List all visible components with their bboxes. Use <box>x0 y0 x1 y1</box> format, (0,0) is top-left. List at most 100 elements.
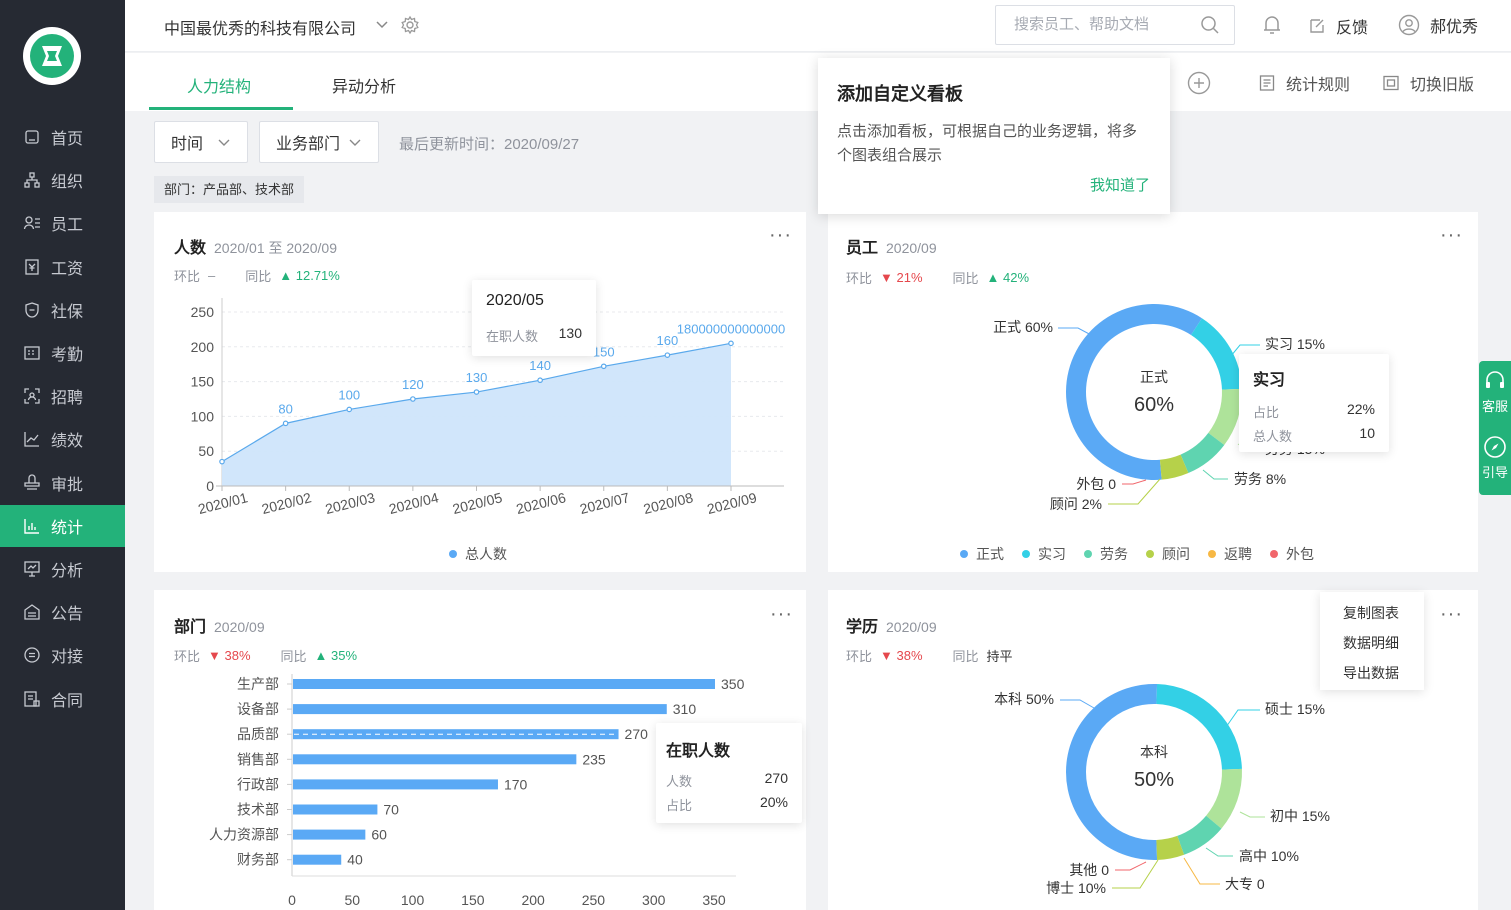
menu-copy-chart[interactable]: 复制图表 <box>1343 605 1399 621</box>
data-label: 130 <box>466 370 488 385</box>
search-box <box>995 5 1235 45</box>
legend-item[interactable]: 顾问 <box>1146 544 1190 564</box>
add-board-icon[interactable] <box>1187 71 1211 95</box>
legend-item[interactable]: 劳务 <box>1084 544 1128 564</box>
float-service[interactable]: 客服 <box>1479 369 1511 415</box>
float-guide[interactable]: 引导 <box>1479 435 1511 481</box>
sidebar-item-insurance[interactable]: 社保 <box>0 289 125 331</box>
legend-item[interactable]: 正式 <box>960 544 1004 564</box>
feedback-button[interactable]: 反馈 <box>1308 14 1368 38</box>
sidebar-item-recruit[interactable]: 招聘 <box>0 375 125 417</box>
donut-center-label: 本科 <box>1140 744 1168 760</box>
menu-data-detail[interactable]: 数据明细 <box>1343 635 1399 651</box>
filter-tag[interactable]: 部门：产品部、技术部 <box>154 176 305 203</box>
tab-structure[interactable]: 人力结构 <box>187 79 252 96</box>
time-filter[interactable]: 时间 <box>154 121 248 163</box>
sidebar-item-notice[interactable]: 公告 <box>0 591 125 633</box>
area-fill <box>222 343 731 486</box>
legend-dot <box>1084 550 1092 558</box>
x-tick-label: 2020/03 <box>324 489 377 517</box>
sidebar-item-analysis[interactable]: 分析 <box>0 548 125 590</box>
user-menu[interactable]: 郝优秀 <box>1398 13 1478 37</box>
sidebar-item-employee[interactable]: 员工 <box>0 202 125 244</box>
chart-legend: 总人数 <box>449 544 525 564</box>
sidebar-item-label: 首页 <box>51 131 84 148</box>
leader-line <box>1112 859 1159 889</box>
x-tick-label: 2020/02 <box>260 489 313 517</box>
approval-icon <box>23 474 41 492</box>
connect-icon <box>23 646 41 664</box>
sidebar: 首页组织员工工资 社保考勤招聘绩效审批 统计 分析 公告 对接 合同 <box>0 0 125 910</box>
card-title: 人数 2020/01 至 2020/09 <box>174 240 338 257</box>
sidebar-item-salary[interactable]: 工资 <box>0 246 125 288</box>
bar <box>293 854 342 865</box>
logo[interactable] <box>23 27 81 85</box>
headcount-card: 人数 2020/01 至 2020/09 环比 – 同比 ▲ 12.71% ··· 0… <box>154 212 806 572</box>
add-board-popover: 添加自定义看板 点击添加看板，可根据自己的业务逻辑，将多个图表组合展示 我知道了 <box>818 58 1170 214</box>
y-tick-label: 200 <box>191 339 215 355</box>
data-label: 180000000000000 <box>677 321 785 336</box>
donut-center-value: 60% <box>1133 394 1175 416</box>
yoy-up-value: ▲ 12.71% <box>279 268 340 283</box>
sidebar-item-label: 考勤 <box>51 347 84 364</box>
data-label: 80 <box>278 401 292 416</box>
sidebar-item-performance[interactable]: 绩效 <box>0 418 125 460</box>
x-tick-label: 2020/04 <box>387 489 440 517</box>
slice-label: 初中 15% <box>1270 808 1330 824</box>
gear-icon[interactable] <box>400 15 420 35</box>
company-name[interactable]: 中国最优秀的科技有限公司 <box>164 21 357 38</box>
sidebar-item-org[interactable]: 组织 <box>0 159 125 201</box>
dept-filter[interactable]: 业务部门 <box>259 121 379 163</box>
slice-label: 其他 0 <box>1069 862 1109 878</box>
search-icon[interactable] <box>1200 15 1220 35</box>
tab-change-analysis[interactable]: 异动分析 <box>332 79 397 96</box>
category-label: 行政部 <box>237 776 279 792</box>
user-name: 郝优秀 <box>1430 19 1479 36</box>
switch-old-button[interactable]: 切换旧版 <box>1382 71 1474 95</box>
pie-slice <box>1159 454 1189 480</box>
bar-value-label: 310 <box>673 701 697 717</box>
bell-icon[interactable] <box>1261 14 1283 36</box>
switch-icon <box>1383 75 1399 91</box>
card-title: 学历 2020/09 <box>846 619 937 636</box>
legend-item[interactable]: 外包 <box>1270 544 1314 564</box>
chevron-down-icon <box>218 139 230 146</box>
sidebar-item-label: 员工 <box>51 217 84 235</box>
org-icon <box>23 171 41 189</box>
legend-item[interactable]: 返聘 <box>1208 544 1252 564</box>
sidebar-item-attendance[interactable]: 考勤 <box>0 332 125 374</box>
sidebar-item-connect[interactable]: 对接 <box>0 634 125 676</box>
menu-export-data[interactable]: 导出数据 <box>1343 665 1399 681</box>
x-tick-label: 0 <box>288 892 296 908</box>
legend-dot <box>1146 550 1154 558</box>
contract-icon <box>23 690 41 708</box>
sidebar-item-approval[interactable]: 审批 <box>0 462 125 504</box>
rules-button[interactable]: 统计规则 <box>1258 71 1350 95</box>
search-input[interactable] <box>1014 6 1204 42</box>
bar-value-label: 40 <box>347 852 363 868</box>
popover-ok-button[interactable]: 我知道了 <box>1089 177 1150 194</box>
sidebar-item-label: 绩效 <box>51 433 84 451</box>
x-tick-label: 200 <box>521 892 545 908</box>
legend-dot <box>1270 550 1278 558</box>
sidebar-item-statistics[interactable]: 统计 <box>0 504 125 547</box>
sidebar-item-contract[interactable]: 合同 <box>0 678 125 720</box>
sidebar-item-home[interactable]: 首页 <box>0 116 125 158</box>
bar <box>293 704 667 715</box>
legend-item[interactable]: 总人数 <box>449 544 507 564</box>
chevron-down-icon[interactable] <box>375 17 389 31</box>
legend-item[interactable]: 实习 <box>1022 544 1066 564</box>
card-date: 2020/09 <box>886 619 937 635</box>
card-date: 2020/01 至 2020/09 <box>214 240 338 256</box>
document-icon <box>1259 75 1275 91</box>
bar <box>293 729 619 740</box>
notice-icon <box>23 603 41 621</box>
donut-tooltip: 实习 占比 22% 总人数 10 <box>1239 354 1389 452</box>
legend-label: 实习 <box>1038 546 1066 562</box>
category-label: 财务部 <box>237 852 279 868</box>
leader-line <box>1225 344 1260 363</box>
legend-label: 顾问 <box>1162 546 1190 562</box>
leader-line <box>1183 857 1220 885</box>
y-tick-label: 250 <box>191 304 215 320</box>
sidebar-item-label: 组织 <box>51 174 84 192</box>
